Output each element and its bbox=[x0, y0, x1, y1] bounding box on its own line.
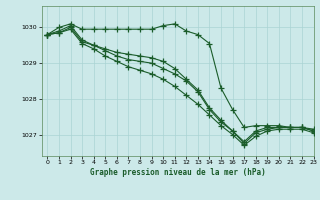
X-axis label: Graphe pression niveau de la mer (hPa): Graphe pression niveau de la mer (hPa) bbox=[90, 168, 266, 177]
